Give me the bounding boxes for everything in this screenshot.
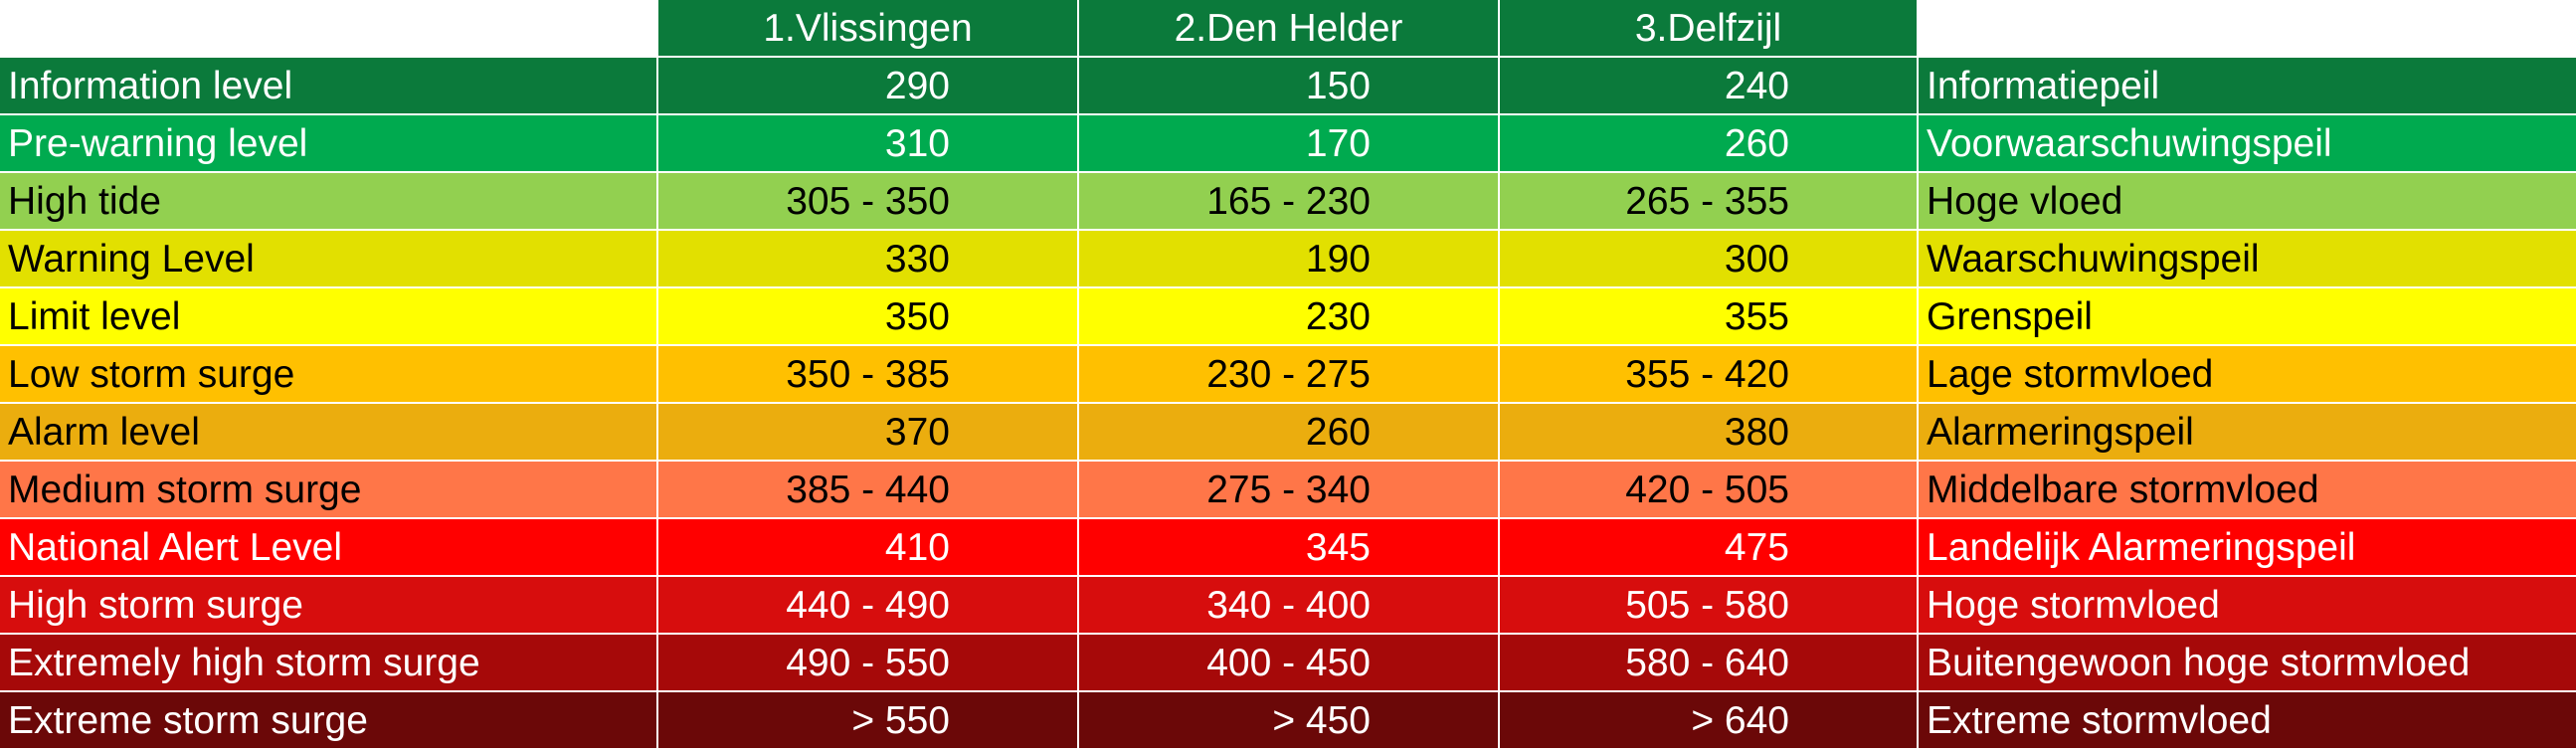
value-vlissingen: 440 - 490: [658, 577, 1079, 635]
level-name-en: Extremely high storm surge: [0, 635, 658, 692]
value-den-helder: 165 - 230: [1079, 173, 1500, 231]
value-delfzijl: 580 - 640: [1500, 635, 1919, 692]
value-delfzijl: 355: [1500, 288, 1919, 346]
value-vlissingen: > 550: [658, 692, 1079, 750]
level-name-en: Alarm level: [0, 404, 658, 462]
value-den-helder: 190: [1079, 231, 1500, 288]
header-spacer-left: [0, 0, 658, 58]
value-vlissingen: 310: [658, 115, 1079, 173]
value-vlissingen: 350: [658, 288, 1079, 346]
value-delfzijl: 240: [1500, 58, 1919, 115]
table-row: Extreme storm surge > 550 > 450 > 640 Extrem…: [0, 692, 2576, 750]
level-name-en: Low storm surge: [0, 346, 658, 404]
value-delfzijl: 420 - 505: [1500, 462, 1919, 519]
level-name-en: National Alert Level: [0, 519, 658, 577]
value-den-helder: 170: [1079, 115, 1500, 173]
level-name-nl: Buitengewoon hoge stormvloed: [1919, 635, 2576, 692]
level-name-nl: Alarmeringspeil: [1919, 404, 2576, 462]
value-den-helder: 400 - 450: [1079, 635, 1500, 692]
value-den-helder: 260: [1079, 404, 1500, 462]
value-vlissingen: 290: [658, 58, 1079, 115]
value-vlissingen: 350 - 385: [658, 346, 1079, 404]
header-station-vlissingen: 1.Vlissingen: [658, 0, 1079, 58]
value-den-helder: 340 - 400: [1079, 577, 1500, 635]
table-row: Alarm level 370 260 380 Alarmeringspeil: [0, 404, 2576, 462]
table-row: Warning Level 330 190 300 Waarschuwingspeil: [0, 231, 2576, 288]
level-name-nl: Hoge vloed: [1919, 173, 2576, 231]
level-name-en: Extreme storm surge: [0, 692, 658, 750]
value-delfzijl: 260: [1500, 115, 1919, 173]
table-body: Information level 290 150 240 Informatiepeil…: [0, 58, 2576, 750]
value-delfzijl: 355 - 420: [1500, 346, 1919, 404]
value-vlissingen: 410: [658, 519, 1079, 577]
value-vlissingen: 385 - 440: [658, 462, 1079, 519]
table-row: Information level 290 150 240 Informatiepeil: [0, 58, 2576, 115]
table-header-row: 1.Vlissingen 2.Den Helder 3.Delfzijl: [0, 0, 2576, 58]
level-name-nl: Landelijk Alarmeringspeil: [1919, 519, 2576, 577]
header-station-delfzijl: 3.Delfzijl: [1500, 0, 1919, 58]
value-den-helder: 345: [1079, 519, 1500, 577]
level-name-nl: Extreme stormvloed: [1919, 692, 2576, 750]
value-delfzijl: 300: [1500, 231, 1919, 288]
value-den-helder: 230: [1079, 288, 1500, 346]
level-name-en: Warning Level: [0, 231, 658, 288]
table-row: National Alert Level 410 345 475 Landelijk A…: [0, 519, 2576, 577]
level-name-nl: Voorwaarschuwingspeil: [1919, 115, 2576, 173]
level-name-en: Pre-warning level: [0, 115, 658, 173]
table-row: Pre-warning level 310 170 260 Voorwaarschuwi…: [0, 115, 2576, 173]
level-name-nl: Informatiepeil: [1919, 58, 2576, 115]
table-row: High storm surge 440 - 490 340 - 400 505 - …: [0, 577, 2576, 635]
value-den-helder: 150: [1079, 58, 1500, 115]
value-delfzijl: 475: [1500, 519, 1919, 577]
level-name-nl: Waarschuwingspeil: [1919, 231, 2576, 288]
value-den-helder: > 450: [1079, 692, 1500, 750]
table-row: Medium storm surge 385 - 440 275 - 340 420 …: [0, 462, 2576, 519]
level-name-nl: Lage stormvloed: [1919, 346, 2576, 404]
table-row: Extremely high storm surge 490 - 550 400 -…: [0, 635, 2576, 692]
level-name-en: Information level: [0, 58, 658, 115]
value-delfzijl: 265 - 355: [1500, 173, 1919, 231]
level-name-nl: Hoge stormvloed: [1919, 577, 2576, 635]
value-delfzijl: 380: [1500, 404, 1919, 462]
value-den-helder: 230 - 275: [1079, 346, 1500, 404]
value-vlissingen: 370: [658, 404, 1079, 462]
level-name-nl: Middelbare stormvloed: [1919, 462, 2576, 519]
level-name-nl: Grenspeil: [1919, 288, 2576, 346]
value-delfzijl: > 640: [1500, 692, 1919, 750]
table-row: High tide 305 - 350 165 - 230 265 - 355 Hoge…: [0, 173, 2576, 231]
value-vlissingen: 330: [658, 231, 1079, 288]
level-name-en: High storm surge: [0, 577, 658, 635]
header-station-den-helder: 2.Den Helder: [1079, 0, 1500, 58]
value-vlissingen: 305 - 350: [658, 173, 1079, 231]
table-row: Limit level 350 230 355 Grenspeil: [0, 288, 2576, 346]
level-name-en: Medium storm surge: [0, 462, 658, 519]
table-row: Low storm surge 350 - 385 230 - 275 355 - 4…: [0, 346, 2576, 404]
header-spacer-right: [1919, 0, 2576, 58]
value-delfzijl: 505 - 580: [1500, 577, 1919, 635]
value-den-helder: 275 - 340: [1079, 462, 1500, 519]
value-vlissingen: 490 - 550: [658, 635, 1079, 692]
level-name-en: High tide: [0, 173, 658, 231]
level-name-en: Limit level: [0, 288, 658, 346]
